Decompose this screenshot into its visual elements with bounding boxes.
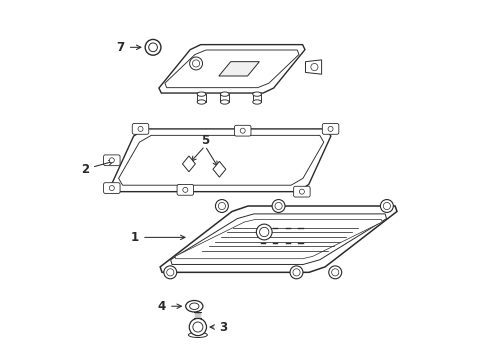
Polygon shape <box>182 156 195 172</box>
Circle shape <box>292 269 300 276</box>
Circle shape <box>166 269 174 276</box>
Circle shape <box>163 266 176 279</box>
Polygon shape <box>111 129 330 192</box>
Text: 5: 5 <box>201 134 209 147</box>
Polygon shape <box>170 214 386 265</box>
Polygon shape <box>212 161 225 177</box>
Text: 3: 3 <box>210 320 226 333</box>
Circle shape <box>240 128 244 133</box>
Circle shape <box>380 199 392 212</box>
FancyBboxPatch shape <box>103 155 120 166</box>
Ellipse shape <box>252 100 261 104</box>
FancyBboxPatch shape <box>132 123 148 134</box>
Ellipse shape <box>188 332 207 338</box>
Circle shape <box>383 202 389 210</box>
Circle shape <box>218 202 225 210</box>
Circle shape <box>109 185 114 190</box>
Ellipse shape <box>197 92 205 96</box>
Polygon shape <box>175 220 381 259</box>
Circle shape <box>274 202 282 210</box>
FancyBboxPatch shape <box>177 184 193 195</box>
Ellipse shape <box>185 301 203 312</box>
Ellipse shape <box>197 100 205 104</box>
Circle shape <box>215 199 228 212</box>
Text: 4: 4 <box>158 300 181 313</box>
Circle shape <box>109 158 114 163</box>
FancyBboxPatch shape <box>322 123 338 134</box>
Circle shape <box>192 60 199 67</box>
Circle shape <box>310 63 317 71</box>
Polygon shape <box>159 45 305 93</box>
Text: 2: 2 <box>81 160 113 176</box>
Circle shape <box>256 224 271 240</box>
Text: 7: 7 <box>117 41 141 54</box>
Polygon shape <box>119 135 323 185</box>
Ellipse shape <box>220 100 228 104</box>
Ellipse shape <box>252 92 261 96</box>
Circle shape <box>271 199 285 212</box>
Circle shape <box>289 266 303 279</box>
FancyBboxPatch shape <box>234 125 250 136</box>
Polygon shape <box>164 50 298 87</box>
Circle shape <box>299 189 304 194</box>
Circle shape <box>189 319 206 336</box>
Polygon shape <box>305 60 321 74</box>
Circle shape <box>145 40 161 55</box>
Circle shape <box>138 126 142 131</box>
Ellipse shape <box>189 303 199 310</box>
Circle shape <box>183 187 187 192</box>
Circle shape <box>189 57 202 70</box>
Circle shape <box>192 322 203 332</box>
Polygon shape <box>160 206 396 273</box>
Text: 6: 6 <box>267 55 291 68</box>
Polygon shape <box>219 62 259 76</box>
FancyBboxPatch shape <box>103 183 120 193</box>
FancyBboxPatch shape <box>293 186 309 197</box>
Text: 1: 1 <box>131 231 184 244</box>
Circle shape <box>148 43 157 51</box>
Circle shape <box>259 227 268 237</box>
Ellipse shape <box>220 92 228 96</box>
Circle shape <box>331 269 338 276</box>
Circle shape <box>327 126 332 131</box>
Circle shape <box>328 266 341 279</box>
